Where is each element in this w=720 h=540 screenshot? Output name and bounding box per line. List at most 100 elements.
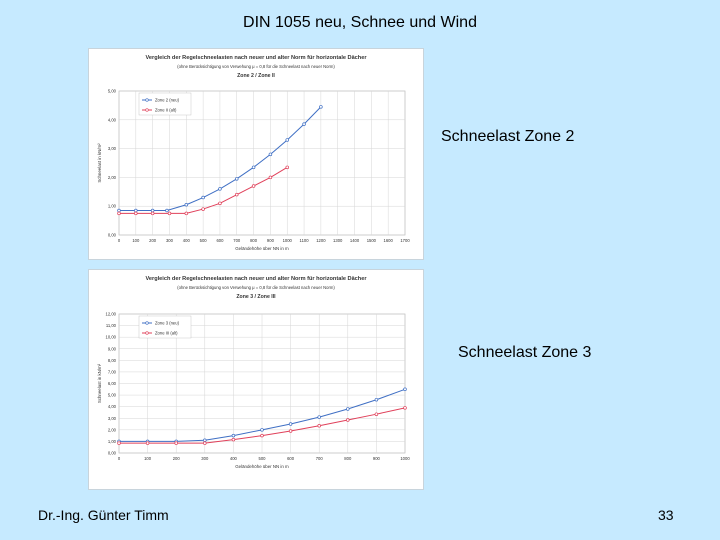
y-tick-label: 3,00	[108, 146, 117, 151]
label-zone-3: Schneelast Zone 3	[458, 344, 592, 361]
chart-zone-2: Vergleich der Regelschneelasten nach neu…	[88, 48, 424, 260]
y-axis-label: Schneelast in kN/m²	[97, 143, 102, 183]
y-tick-label: 0,00	[108, 233, 117, 238]
legend-label: Zone 3 (neu)	[155, 321, 180, 326]
x-tick-label: 500	[259, 456, 267, 461]
data-point	[288, 422, 293, 426]
chart-zone-label: Zone 3 / Zone III	[236, 294, 276, 300]
y-tick-label: 7,00	[108, 369, 117, 374]
data-point	[317, 424, 321, 428]
data-point	[268, 175, 273, 180]
data-point	[346, 407, 350, 411]
chart-zone-3: Vergleich der Regelschneelasten nach neu…	[88, 269, 424, 490]
data-point	[302, 122, 306, 126]
x-tick-label: 1300	[333, 238, 343, 243]
slide-title: DIN 1055 neu, Schnee und Wind	[243, 14, 477, 31]
data-point	[231, 433, 236, 438]
x-tick-label: 100	[132, 238, 140, 243]
x-tick-label: 200	[173, 456, 181, 461]
y-tick-label: 3,00	[108, 416, 117, 421]
x-tick-label: 100	[144, 456, 152, 461]
data-point	[150, 211, 155, 216]
y-tick-label: 11,00	[106, 323, 117, 328]
y-axis-label: Schneelast in kN/m²	[97, 363, 102, 403]
x-tick-label: 0	[118, 238, 121, 243]
x-tick-label: 500	[200, 238, 208, 243]
x-tick-label: 200	[149, 238, 157, 243]
x-tick-label: 900	[373, 456, 381, 461]
x-tick-label: 300	[166, 238, 174, 243]
data-point	[403, 406, 407, 410]
legend-marker	[145, 321, 149, 325]
data-point	[403, 387, 407, 392]
chart-title: Vergleich der Regelschneelasten nach neu…	[145, 276, 367, 282]
data-point	[174, 441, 178, 445]
y-tick-label: 1,00	[108, 204, 117, 209]
x-tick-label: 1700	[400, 238, 410, 243]
x-tick-label: 1100	[300, 238, 310, 243]
data-point	[150, 208, 155, 213]
chart-title: Vergleich der Regelschneelasten nach neu…	[145, 55, 367, 61]
x-tick-label: 1200	[316, 238, 326, 243]
legend-marker	[145, 98, 149, 102]
y-tick-label: 4,00	[108, 404, 117, 409]
x-tick-label: 1600	[384, 238, 394, 243]
data-point	[218, 201, 222, 206]
label-zone-2: Schneelast Zone 2	[441, 128, 575, 145]
data-point	[346, 418, 350, 422]
data-point	[201, 195, 205, 200]
chart-subtitle: (ohne Berücksichtigung von Verwehung μ =…	[177, 285, 335, 290]
x-tick-label: 1000	[283, 238, 293, 243]
page-number: 33	[658, 507, 674, 523]
y-tick-label: 10,00	[106, 335, 117, 340]
chart-zone-2-svg: Vergleich der Regelschneelasten nach neu…	[97, 55, 410, 251]
data-point	[319, 105, 323, 109]
data-point	[203, 441, 207, 445]
data-point	[235, 177, 239, 181]
data-point	[201, 207, 205, 211]
chart-zone-3-svg: Vergleich der Regelschneelasten nach neu…	[97, 276, 410, 469]
data-point	[203, 438, 207, 443]
data-point	[218, 187, 222, 191]
legend: Zone 2 (neu) Zone II (alt)	[138, 92, 192, 116]
data-point	[134, 208, 138, 213]
data-point	[285, 165, 289, 170]
data-point	[145, 441, 150, 445]
y-tick-label: 1,00	[108, 439, 117, 444]
data-point	[285, 138, 289, 142]
x-tick-label: 700	[316, 456, 324, 461]
y-tick-label: 5,00	[108, 393, 117, 398]
y-tick-label: 4,00	[108, 117, 117, 122]
legend-marker	[145, 108, 149, 112]
x-tick-label: 400	[230, 456, 238, 461]
data-point	[374, 412, 379, 416]
y-tick-label: 2,00	[108, 427, 117, 432]
y-tick-label: 0,00	[108, 451, 117, 456]
data-point	[260, 433, 264, 438]
x-tick-label: 900	[267, 238, 275, 243]
data-point	[167, 211, 172, 216]
y-tick-label: 8,00	[108, 358, 117, 363]
data-point	[117, 211, 121, 216]
chart-zone-label: Zone 2 / Zone II	[237, 73, 275, 79]
data-point	[165, 208, 169, 213]
data-point	[117, 441, 121, 445]
x-tick-label: 700	[233, 238, 241, 243]
y-tick-label: 2,00	[108, 175, 117, 180]
x-tick-label: 400	[183, 238, 191, 243]
data-point	[184, 203, 189, 207]
legend-label: Zone III (alt)	[155, 331, 178, 336]
x-tick-label: 1000	[400, 456, 410, 461]
x-tick-label: 300	[201, 456, 209, 461]
data-point	[134, 211, 138, 216]
footer-author: Dr.-Ing. Günter Timm	[38, 507, 169, 523]
x-axis-label: Geländehöhe über NN in m	[235, 464, 289, 469]
x-tick-label: 1500	[367, 238, 377, 243]
data-point	[260, 428, 264, 432]
x-axis-label: Geländehöhe über NN in m	[235, 246, 289, 251]
x-tick-label: 600	[216, 238, 224, 243]
data-point	[317, 415, 321, 419]
y-tick-label: 6,00	[108, 381, 117, 386]
x-tick-label: 0	[118, 456, 121, 461]
data-point	[268, 152, 273, 157]
